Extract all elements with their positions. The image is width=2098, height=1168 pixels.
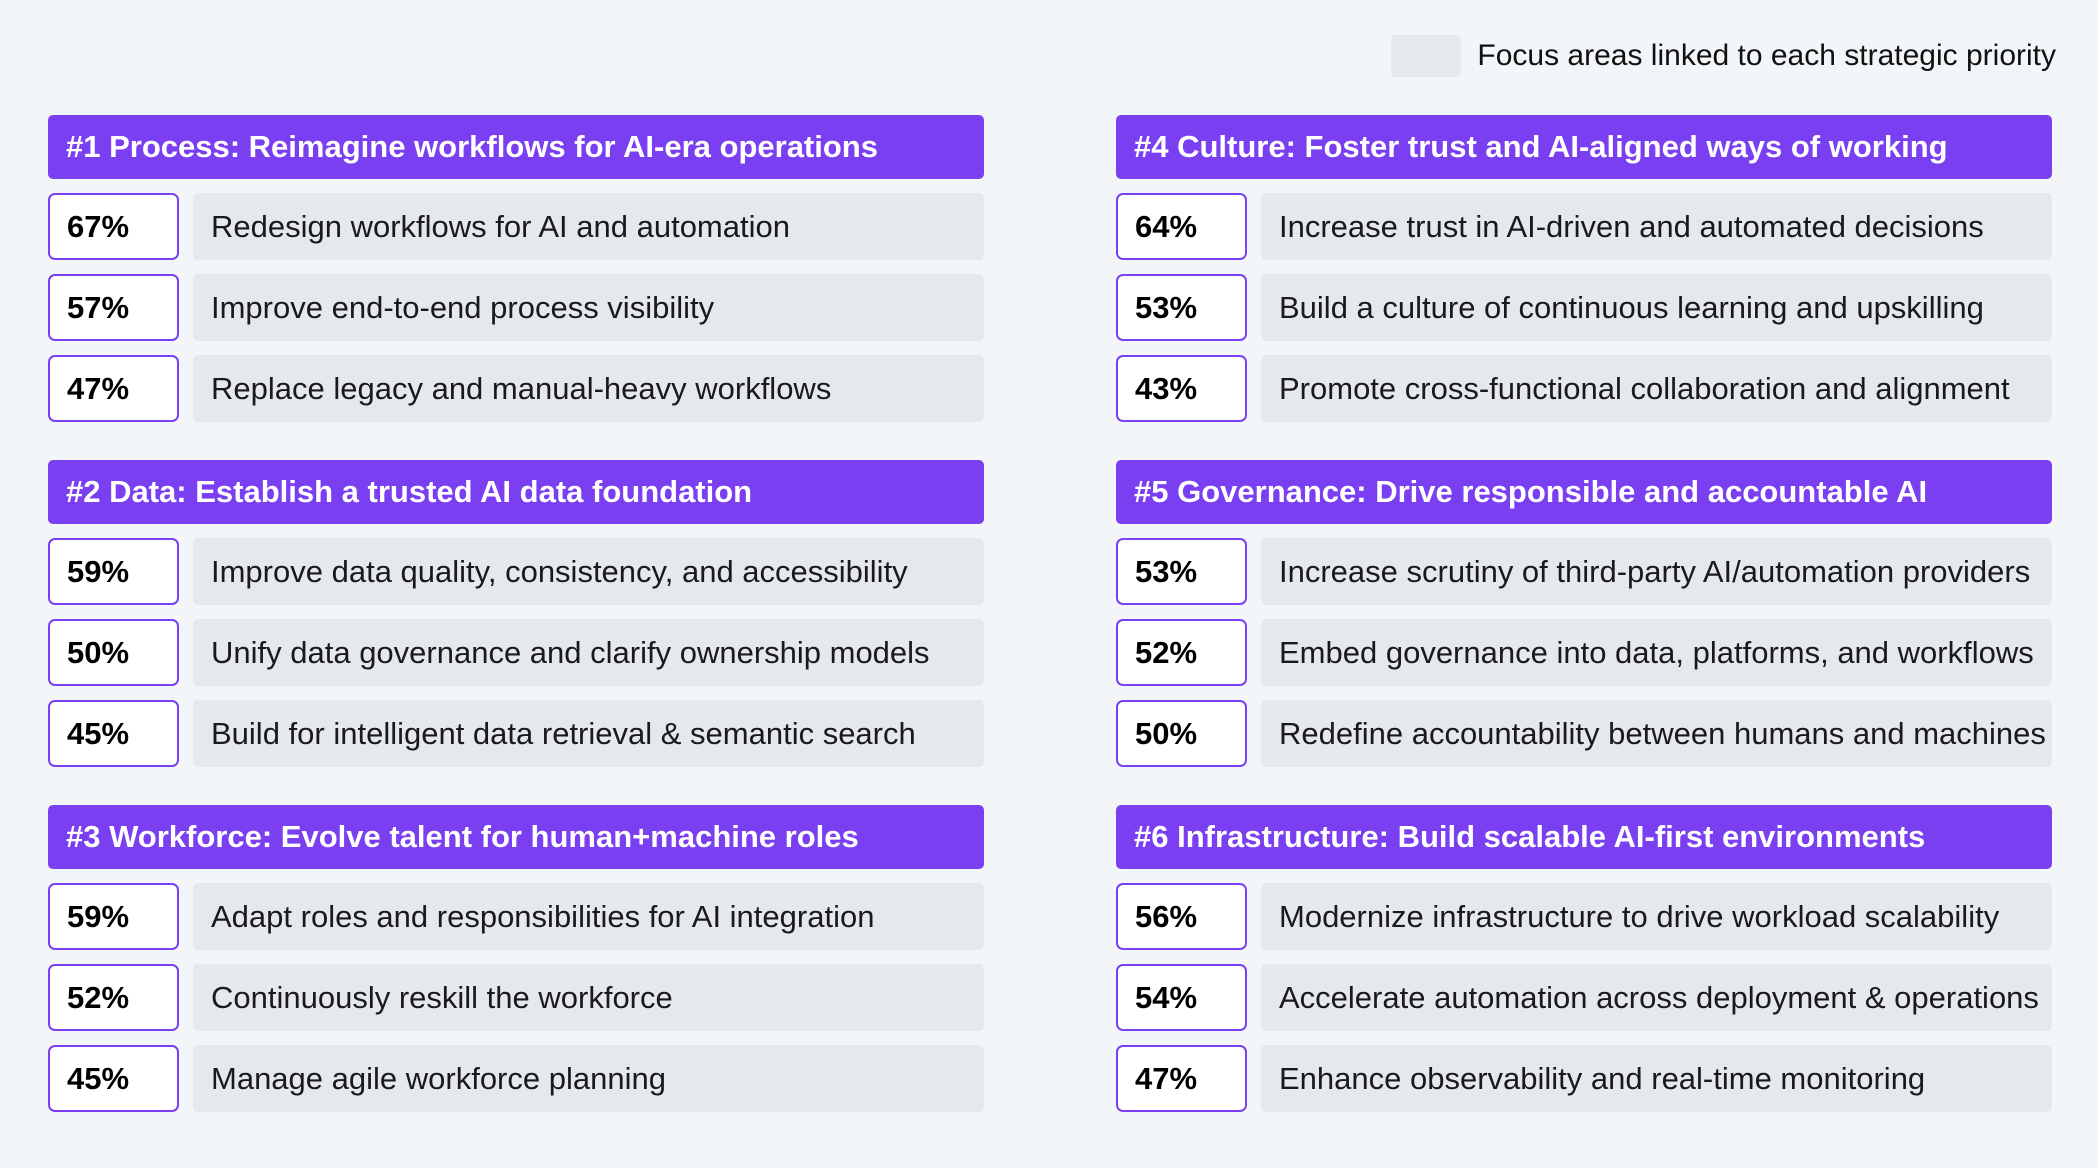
focus-label: Build a culture of continuous learning a… [1261,274,2052,341]
percent-value: 59% [48,538,179,605]
section-rows: 67% Redesign workflows for AI and automa… [48,193,984,422]
focus-row: 45% Manage agile workforce planning [48,1045,984,1112]
focus-row: 59% Improve data quality, consistency, a… [48,538,984,605]
focus-row: 53% Increase scrutiny of third-party AI/… [1116,538,2052,605]
focus-row: 50% Unify data governance and clarify ow… [48,619,984,686]
focus-label: Accelerate automation across deployment … [1261,964,2052,1031]
focus-label: Increase scrutiny of third-party AI/auto… [1261,538,2052,605]
section-title: #4 Culture: Foster trust and AI-aligned … [1116,115,2052,179]
section-title: #3 Workforce: Evolve talent for human+ma… [48,805,984,869]
focus-label: Enhance observability and real-time moni… [1261,1045,2052,1112]
percent-value: 54% [1116,964,1247,1031]
focus-row: 56% Modernize infrastructure to drive wo… [1116,883,2052,950]
focus-label: Embed governance into data, platforms, a… [1261,619,2052,686]
percent-value: 57% [48,274,179,341]
focus-label: Increase trust in AI-driven and automate… [1261,193,2052,260]
percent-value: 59% [48,883,179,950]
focus-row: 47% Enhance observability and real-time … [1116,1045,2052,1112]
focus-label: Unify data governance and clarify owners… [193,619,984,686]
focus-row: 45% Build for intelligent data retrieval… [48,700,984,767]
percent-value: 56% [1116,883,1247,950]
percent-value: 45% [48,1045,179,1112]
percent-value: 47% [48,355,179,422]
percent-value: 50% [1116,700,1247,767]
focus-row: 64% Increase trust in AI-driven and auto… [1116,193,2052,260]
percent-value: 45% [48,700,179,767]
focus-row: 59% Adapt roles and responsibilities for… [48,883,984,950]
priority-section: #6 Infrastructure: Build scalable AI-fir… [1116,805,2052,1112]
focus-label: Replace legacy and manual-heavy workflow… [193,355,984,422]
focus-row: 53% Build a culture of continuous learni… [1116,274,2052,341]
section-title: #6 Infrastructure: Build scalable AI-fir… [1116,805,2052,869]
section-title: #1 Process: Reimagine workflows for AI-e… [48,115,984,179]
priority-grid: #1 Process: Reimagine workflows for AI-e… [48,115,2052,1112]
focus-label: Redesign workflows for AI and automation [193,193,984,260]
percent-value: 53% [1116,538,1247,605]
focus-label: Adapt roles and responsibilities for AI … [193,883,984,950]
section-rows: 53% Increase scrutiny of third-party AI/… [1116,538,2052,767]
focus-label: Modernize infrastructure to drive worklo… [1261,883,2052,950]
focus-label: Promote cross-functional collaboration a… [1261,355,2052,422]
priority-section: #2 Data: Establish a trusted AI data fou… [48,460,984,767]
focus-label: Improve data quality, consistency, and a… [193,538,984,605]
focus-row: 67% Redesign workflows for AI and automa… [48,193,984,260]
priority-section: #4 Culture: Foster trust and AI-aligned … [1116,115,2052,422]
legend: Focus areas linked to each strategic pri… [1391,35,2056,77]
percent-value: 67% [48,193,179,260]
focus-row: 52% Embed governance into data, platform… [1116,619,2052,686]
percent-value: 50% [48,619,179,686]
focus-row: 57% Improve end-to-end process visibilit… [48,274,984,341]
section-rows: 56% Modernize infrastructure to drive wo… [1116,883,2052,1112]
percent-value: 47% [1116,1045,1247,1112]
focus-row: 54% Accelerate automation across deploym… [1116,964,2052,1031]
section-rows: 64% Increase trust in AI-driven and auto… [1116,193,2052,422]
focus-row: 43% Promote cross-functional collaborati… [1116,355,2052,422]
legend-swatch [1391,35,1462,77]
percent-value: 52% [1116,619,1247,686]
focus-label: Continuously reskill the workforce [193,964,984,1031]
priority-section: #1 Process: Reimagine workflows for AI-e… [48,115,984,422]
percent-value: 43% [1116,355,1247,422]
focus-row: 52% Continuously reskill the workforce [48,964,984,1031]
section-rows: 59% Improve data quality, consistency, a… [48,538,984,767]
focus-label: Improve end-to-end process visibility [193,274,984,341]
legend-label: Focus areas linked to each strategic pri… [1477,39,2056,72]
section-rows: 59% Adapt roles and responsibilities for… [48,883,984,1112]
focus-label: Redefine accountability between humans a… [1261,700,2052,767]
focus-label: Manage agile workforce planning [193,1045,984,1112]
section-title: #2 Data: Establish a trusted AI data fou… [48,460,984,524]
percent-value: 53% [1116,274,1247,341]
section-title: #5 Governance: Drive responsible and acc… [1116,460,2052,524]
focus-label: Build for intelligent data retrieval & s… [193,700,984,767]
priority-section: #5 Governance: Drive responsible and acc… [1116,460,2052,767]
focus-row: 47% Replace legacy and manual-heavy work… [48,355,984,422]
percent-value: 64% [1116,193,1247,260]
focus-row: 50% Redefine accountability between huma… [1116,700,2052,767]
priority-section: #3 Workforce: Evolve talent for human+ma… [48,805,984,1112]
percent-value: 52% [48,964,179,1031]
